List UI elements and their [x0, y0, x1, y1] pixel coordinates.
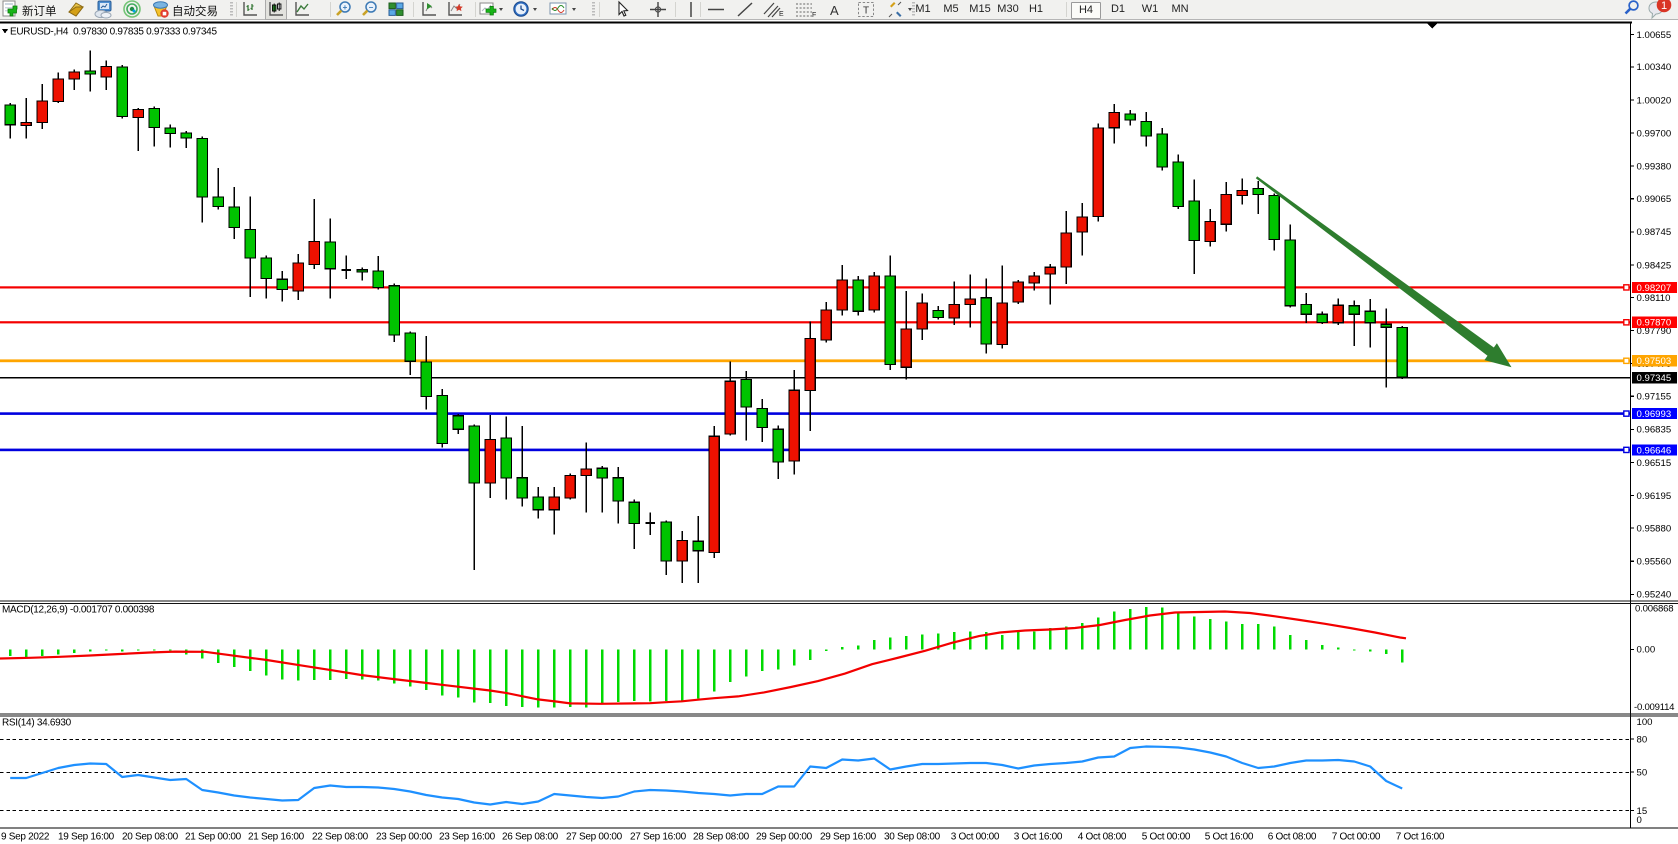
- svg-text:80: 80: [1637, 734, 1648, 745]
- svg-text:T: T: [863, 6, 869, 17]
- svg-text:27 Sep 16:00: 27 Sep 16:00: [630, 832, 687, 843]
- svg-text:27 Sep 00:00: 27 Sep 00:00: [566, 832, 623, 843]
- svg-text:0.95560: 0.95560: [1637, 557, 1672, 568]
- svg-text:4 Oct 08:00: 4 Oct 08:00: [1078, 832, 1127, 843]
- svg-text:23 Sep 16:00: 23 Sep 16:00: [439, 832, 496, 843]
- svg-text:0.99065: 0.99065: [1637, 194, 1672, 205]
- svg-text:23 Sep 00:00: 23 Sep 00:00: [376, 832, 433, 843]
- svg-text:7 Oct 16:00: 7 Oct 16:00: [1396, 832, 1445, 843]
- svg-text:0.95880: 0.95880: [1637, 524, 1672, 535]
- svg-text:F: F: [812, 12, 816, 19]
- svg-text:20 Sep 08:00: 20 Sep 08:00: [122, 832, 179, 843]
- svg-text:MACD(12,26,9) -0.001707 0.0003: MACD(12,26,9) -0.001707 0.000398: [2, 605, 155, 616]
- svg-text:6 Oct 08:00: 6 Oct 08:00: [1268, 832, 1317, 843]
- svg-text:7 Oct 00:00: 7 Oct 00:00: [1332, 832, 1381, 843]
- svg-text:1.00340: 1.00340: [1637, 62, 1672, 73]
- svg-text:0.98425: 0.98425: [1637, 260, 1672, 271]
- svg-text:50: 50: [1637, 768, 1648, 779]
- svg-text:3 Oct 00:00: 3 Oct 00:00: [951, 832, 1000, 843]
- svg-text:19 Sep 16:00: 19 Sep 16:00: [58, 832, 115, 843]
- svg-text:1.00020: 1.00020: [1637, 95, 1672, 106]
- svg-text:5 Oct 00:00: 5 Oct 00:00: [1142, 832, 1191, 843]
- svg-text:28 Sep 08:00: 28 Sep 08:00: [693, 832, 750, 843]
- svg-text:5 Oct 16:00: 5 Oct 16:00: [1205, 832, 1254, 843]
- svg-text:0.96993: 0.96993: [1637, 409, 1672, 420]
- svg-text:22 Sep 08:00: 22 Sep 08:00: [312, 832, 369, 843]
- svg-text:29 Sep 00:00: 29 Sep 00:00: [756, 832, 813, 843]
- svg-text:0.98745: 0.98745: [1637, 227, 1672, 238]
- svg-text:0.95240: 0.95240: [1637, 590, 1672, 601]
- svg-text:−: −: [369, 3, 374, 12]
- svg-text:0.99700: 0.99700: [1637, 128, 1672, 139]
- svg-text:0.97790: 0.97790: [1637, 326, 1672, 337]
- svg-text:0.98110: 0.98110: [1637, 293, 1671, 304]
- svg-text:RSI(14) 34.6930: RSI(14) 34.6930: [2, 718, 72, 729]
- svg-text:9 Sep 2022: 9 Sep 2022: [1, 832, 50, 843]
- svg-text:+: +: [343, 3, 348, 12]
- svg-text:0.96515: 0.96515: [1637, 458, 1672, 469]
- svg-text:0: 0: [1637, 815, 1642, 826]
- svg-text:0.97155: 0.97155: [1637, 392, 1672, 403]
- svg-text:0.96835: 0.96835: [1637, 425, 1672, 436]
- svg-text:0.96646: 0.96646: [1637, 445, 1672, 456]
- svg-text:1: 1: [1661, 0, 1667, 12]
- svg-text:E: E: [779, 11, 784, 18]
- svg-text:1.00655: 1.00655: [1637, 30, 1672, 41]
- svg-text:100: 100: [1637, 717, 1653, 728]
- svg-text:0.99380: 0.99380: [1637, 162, 1672, 173]
- svg-text:0.00: 0.00: [1637, 645, 1656, 656]
- svg-text:21 Sep 16:00: 21 Sep 16:00: [248, 832, 305, 843]
- svg-text:-0.009114: -0.009114: [1634, 702, 1675, 713]
- svg-text:21 Sep 00:00: 21 Sep 00:00: [185, 832, 242, 843]
- svg-text:0.97345: 0.97345: [1637, 373, 1672, 384]
- svg-text:EURUSD-,H4 0.97830 0.97835 0.: EURUSD-,H4 0.97830 0.97835 0.97333 0.973…: [10, 27, 217, 38]
- svg-text:3 Oct 16:00: 3 Oct 16:00: [1014, 832, 1063, 843]
- svg-text:30 Sep 08:00: 30 Sep 08:00: [884, 832, 941, 843]
- svg-text:15: 15: [1637, 806, 1648, 817]
- svg-text:0.97870: 0.97870: [1637, 318, 1672, 329]
- svg-text:0.97503: 0.97503: [1637, 356, 1672, 367]
- svg-text:0.006868: 0.006868: [1635, 603, 1673, 614]
- svg-text:0.98207: 0.98207: [1637, 283, 1672, 294]
- svg-text:29 Sep 16:00: 29 Sep 16:00: [820, 832, 877, 843]
- svg-text:26 Sep 08:00: 26 Sep 08:00: [502, 832, 559, 843]
- svg-text:0.96195: 0.96195: [1637, 491, 1672, 502]
